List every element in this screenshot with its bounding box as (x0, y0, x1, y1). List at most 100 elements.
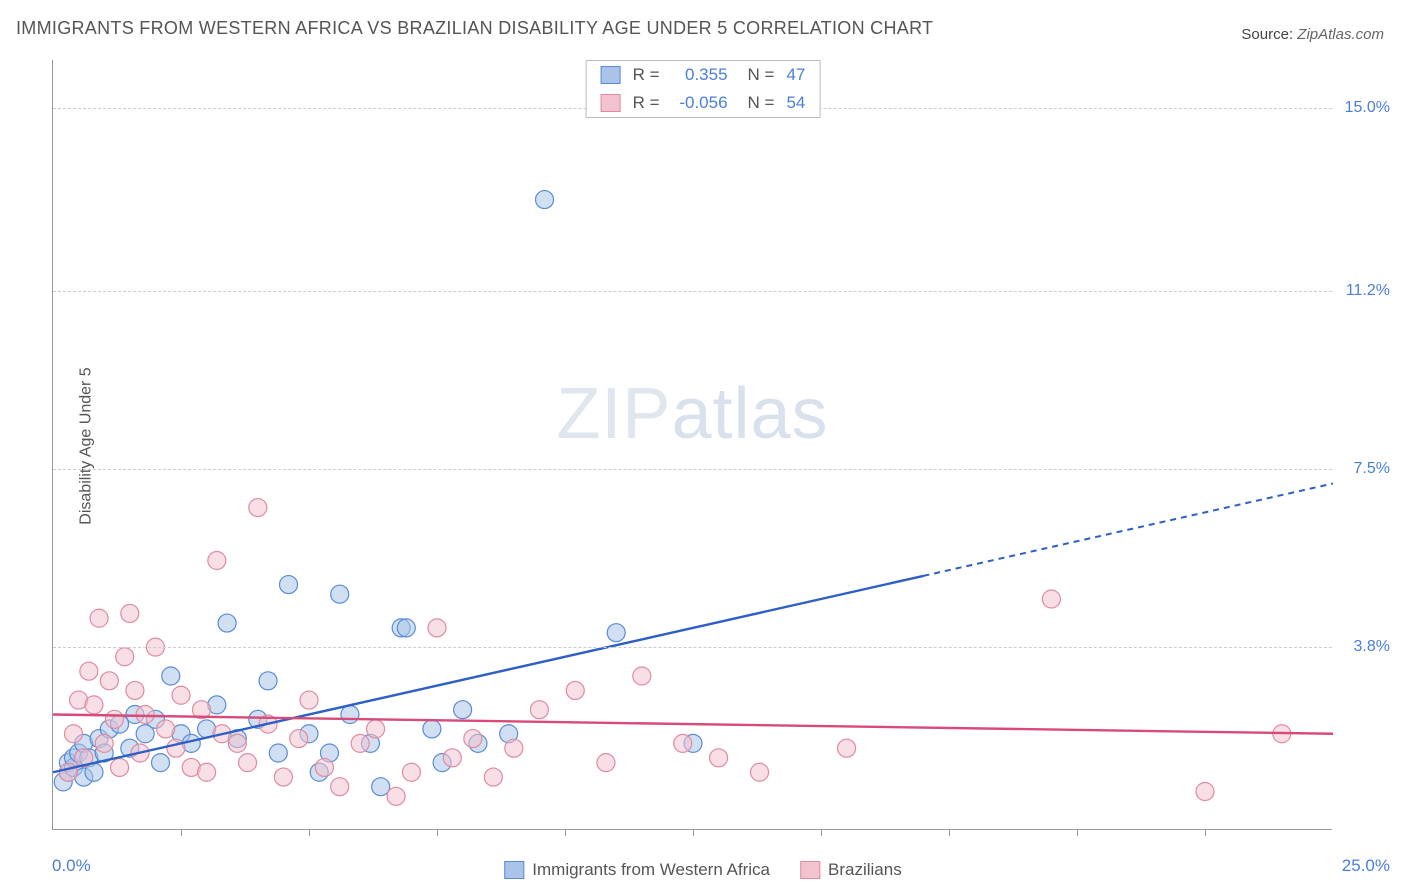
scatter-point (111, 758, 129, 776)
scatter-point (162, 667, 180, 685)
scatter-point (90, 609, 108, 627)
legend-series-item: Immigrants from Western Africa (504, 860, 770, 880)
scatter-point (428, 619, 446, 637)
x-tick (437, 829, 438, 836)
n-label: N = (748, 93, 775, 113)
scatter-point (536, 191, 554, 209)
scatter-point (228, 734, 246, 752)
scatter-point (710, 749, 728, 767)
scatter-point (464, 730, 482, 748)
scatter-point (274, 768, 292, 786)
scatter-point (198, 763, 216, 781)
source-label: Source: (1241, 26, 1293, 43)
scatter-point (423, 720, 441, 738)
scatter-point (341, 706, 359, 724)
scatter-point (300, 691, 318, 709)
scatter-point (80, 662, 98, 680)
scatter-point (85, 696, 103, 714)
x-tick (181, 829, 182, 836)
scatter-point (1196, 783, 1214, 801)
scatter-point (402, 763, 420, 781)
y-tick-label: 11.2% (1346, 282, 1390, 300)
scatter-point (136, 706, 154, 724)
scatter-point (751, 763, 769, 781)
r-value: 0.355 (668, 65, 728, 85)
y-tick-label: 3.8% (1354, 638, 1390, 656)
scatter-point (269, 744, 287, 762)
scatter-point (121, 604, 139, 622)
x-axis-end-label: 25.0% (1342, 856, 1390, 876)
gridline (53, 291, 1332, 292)
chart-title: IMMIGRANTS FROM WESTERN AFRICA VS BRAZIL… (16, 18, 933, 39)
scatter-point (239, 754, 257, 772)
scatter-point (633, 667, 651, 685)
scatter-point (530, 701, 548, 719)
scatter-point (372, 778, 390, 796)
trend-line-dashed (923, 484, 1333, 576)
x-tick (949, 829, 950, 836)
scatter-point (387, 787, 405, 805)
x-tick (565, 829, 566, 836)
n-label: N = (748, 65, 775, 85)
scatter-point (116, 648, 134, 666)
gridline (53, 647, 1332, 648)
legend-swatch (601, 66, 621, 84)
x-tick (1205, 829, 1206, 836)
scatter-point (397, 619, 415, 637)
scatter-point (64, 725, 82, 743)
r-label: R = (633, 65, 660, 85)
scatter-point (290, 730, 308, 748)
legend-series-item: Brazilians (800, 860, 902, 880)
scatter-point (484, 768, 502, 786)
scatter-point (315, 758, 333, 776)
scatter-point (367, 720, 385, 738)
scatter-point (95, 734, 113, 752)
trend-line (53, 715, 1333, 734)
scatter-point (838, 739, 856, 757)
legend-correlation-row: R = 0.355 N = 47 (587, 61, 820, 89)
scatter-point (566, 681, 584, 699)
x-tick (821, 829, 822, 836)
x-axis-start-label: 0.0% (52, 856, 91, 876)
scatter-point (126, 681, 144, 699)
scatter-point (105, 710, 123, 728)
legend-correlation-row: R =-0.056N =54 (587, 89, 820, 117)
r-label: R = (633, 93, 660, 113)
legend-series: Immigrants from Western Africa Brazilians (504, 860, 901, 880)
scatter-point (331, 778, 349, 796)
y-tick-label: 7.5% (1354, 460, 1390, 478)
legend-swatch (800, 861, 820, 879)
scatter-point (331, 585, 349, 603)
trend-line (53, 576, 923, 772)
scatter-point (249, 499, 267, 517)
scatter-point (674, 734, 692, 752)
plot-area: ZIPatlas 3.8%7.5%11.2%15.0% (52, 60, 1332, 830)
legend-series-label: Brazilians (828, 860, 902, 880)
scatter-point (443, 749, 461, 767)
y-tick-label: 15.0% (1345, 99, 1390, 117)
n-value: 47 (786, 65, 805, 85)
r-value: -0.056 (668, 93, 728, 113)
legend-series-label: Immigrants from Western Africa (532, 860, 770, 880)
chart-svg (53, 60, 1332, 829)
x-tick (1077, 829, 1078, 836)
legend-swatch (601, 94, 621, 112)
scatter-point (208, 552, 226, 570)
scatter-point (607, 624, 625, 642)
scatter-point (59, 763, 77, 781)
source-attribution: Source: ZipAtlas.com (1241, 26, 1384, 43)
scatter-point (505, 739, 523, 757)
scatter-point (218, 614, 236, 632)
legend-swatch (504, 861, 524, 879)
scatter-point (172, 686, 190, 704)
scatter-point (351, 734, 369, 752)
scatter-point (1042, 590, 1060, 608)
source-value: ZipAtlas.com (1297, 26, 1384, 43)
scatter-point (157, 720, 175, 738)
scatter-point (597, 754, 615, 772)
scatter-point (100, 672, 118, 690)
x-tick (309, 829, 310, 836)
scatter-point (152, 754, 170, 772)
x-tick (693, 829, 694, 836)
scatter-point (280, 576, 298, 594)
